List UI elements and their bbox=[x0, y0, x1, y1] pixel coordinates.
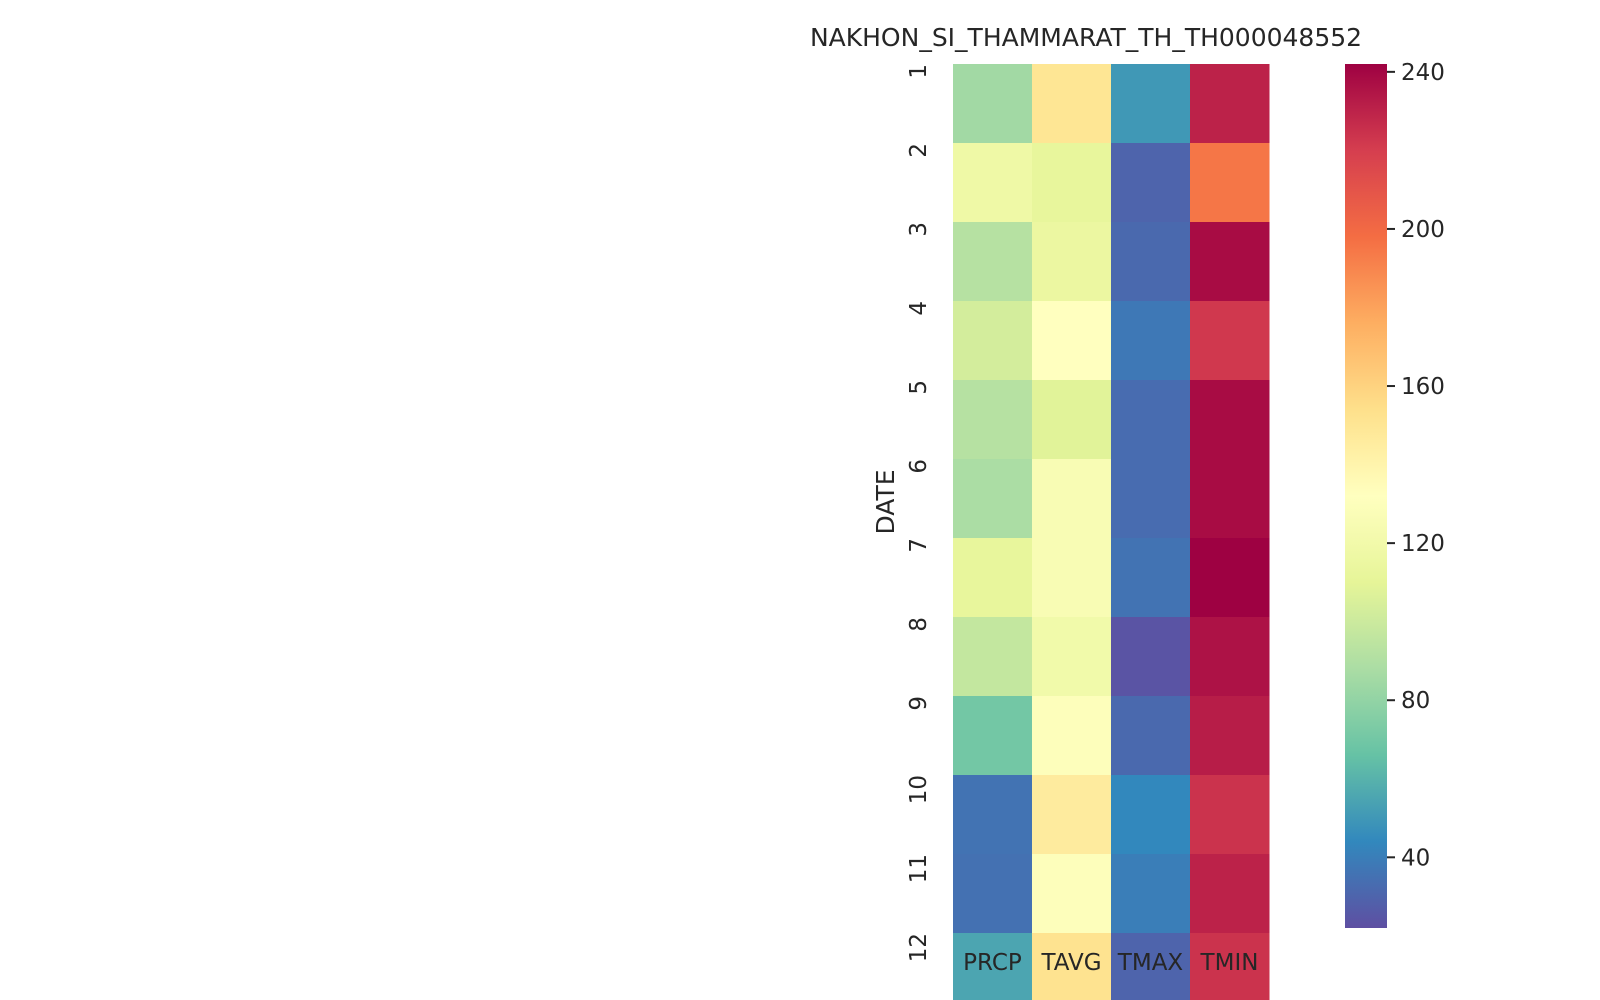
heatmap-cell bbox=[1111, 64, 1191, 144]
heatmap-cell bbox=[953, 459, 1033, 539]
heatmap-cell bbox=[1190, 459, 1270, 539]
row-tick-label: 11 bbox=[906, 854, 932, 883]
heatmap-cell bbox=[1190, 775, 1270, 855]
heatmap-cell bbox=[1032, 775, 1112, 855]
heatmap-cell bbox=[1111, 854, 1191, 934]
heatmap-cell bbox=[1032, 64, 1112, 144]
y-axis-label: DATE bbox=[871, 469, 900, 534]
column-tick-label: TMAX bbox=[1117, 950, 1184, 976]
heatmap-cell bbox=[1111, 143, 1191, 223]
colorbar-ticks: 40 80 120 160 200 240 bbox=[1387, 60, 1445, 871]
heatmap-cell bbox=[1111, 538, 1191, 618]
row-tick-label: 3 bbox=[906, 222, 932, 237]
row-tick-label: 1 bbox=[906, 64, 932, 79]
heatmap-cell bbox=[1032, 696, 1112, 776]
column-tick-label: PRCP bbox=[963, 950, 1022, 976]
column-tick-label: TAVG bbox=[1040, 950, 1101, 976]
colorbar-tick-label: 160 bbox=[1401, 374, 1445, 400]
heatmap-cell bbox=[1190, 64, 1270, 144]
colorbar-tick-label: 200 bbox=[1401, 217, 1445, 243]
heatmap-cell bbox=[1032, 538, 1112, 618]
heatmap-cell bbox=[953, 933, 1033, 1000]
heatmap-cell bbox=[953, 538, 1033, 618]
heatmap-cell bbox=[1111, 617, 1191, 697]
heatmap-cell bbox=[953, 64, 1033, 144]
heatmap-cell bbox=[953, 301, 1033, 381]
heatmap-cell bbox=[953, 775, 1033, 855]
heatmap-cell bbox=[953, 854, 1033, 934]
heatmap-cell bbox=[1032, 933, 1112, 1000]
heatmap-cell bbox=[1190, 538, 1270, 618]
heatmap-cell bbox=[1111, 222, 1191, 302]
heatmap-cell bbox=[953, 222, 1033, 302]
heatmap-cell bbox=[1032, 854, 1112, 934]
row-tick-label: 4 bbox=[906, 301, 932, 316]
heatmap-cell bbox=[1032, 301, 1112, 381]
heatmap-cell bbox=[1190, 933, 1270, 1000]
colorbar-tick-label: 40 bbox=[1401, 845, 1430, 871]
heatmap-cell bbox=[1190, 696, 1270, 776]
heatmap-cell bbox=[953, 617, 1033, 697]
row-tick-label: 6 bbox=[906, 459, 932, 474]
heatmap-cell bbox=[1190, 222, 1270, 302]
heatmap-cells bbox=[953, 64, 1270, 1000]
row-tick-label: 2 bbox=[906, 143, 932, 158]
heatmap-cell bbox=[1111, 933, 1191, 1000]
heatmap-cell bbox=[1032, 222, 1112, 302]
heatmap-cell bbox=[953, 143, 1033, 223]
colorbar bbox=[1345, 64, 1387, 928]
heatmap-cell bbox=[1111, 459, 1191, 539]
row-tick-label: 12 bbox=[906, 933, 932, 962]
row-tick-label: 9 bbox=[906, 696, 932, 711]
colorbar-tick-label: 80 bbox=[1401, 688, 1430, 714]
heatmap-cell bbox=[1190, 617, 1270, 697]
heatmap-cell bbox=[1190, 301, 1270, 381]
row-tick-label: 7 bbox=[906, 538, 932, 553]
heatmap-cell bbox=[1111, 380, 1191, 460]
heatmap-cell bbox=[1032, 143, 1112, 223]
heatmap-cell bbox=[1032, 617, 1112, 697]
heatmap-cell bbox=[1111, 775, 1191, 855]
heatmap-cell bbox=[1190, 143, 1270, 223]
chart-title: NAKHON_SI_THAMMARAT_TH_TH000048552 bbox=[810, 23, 1362, 52]
heatmap-cell bbox=[1032, 380, 1112, 460]
colorbar-tick-label: 240 bbox=[1401, 60, 1445, 86]
row-tick-label: 5 bbox=[906, 380, 932, 395]
heatmap-cell bbox=[1190, 854, 1270, 934]
heatmap-cell bbox=[1111, 696, 1191, 776]
heatmap-cell bbox=[953, 380, 1033, 460]
heatmap-cell bbox=[1111, 301, 1191, 381]
column-labels: PRCP TAVG TMAX TMIN bbox=[963, 950, 1258, 976]
heatmap-cell bbox=[1190, 380, 1270, 460]
colorbar-tick-label: 120 bbox=[1401, 531, 1445, 557]
heatmap-cell bbox=[953, 696, 1033, 776]
row-tick-label: 8 bbox=[906, 617, 932, 632]
heatmap-cell bbox=[1032, 459, 1112, 539]
column-tick-label: TMIN bbox=[1200, 950, 1259, 976]
row-tick-label: 10 bbox=[906, 775, 932, 804]
